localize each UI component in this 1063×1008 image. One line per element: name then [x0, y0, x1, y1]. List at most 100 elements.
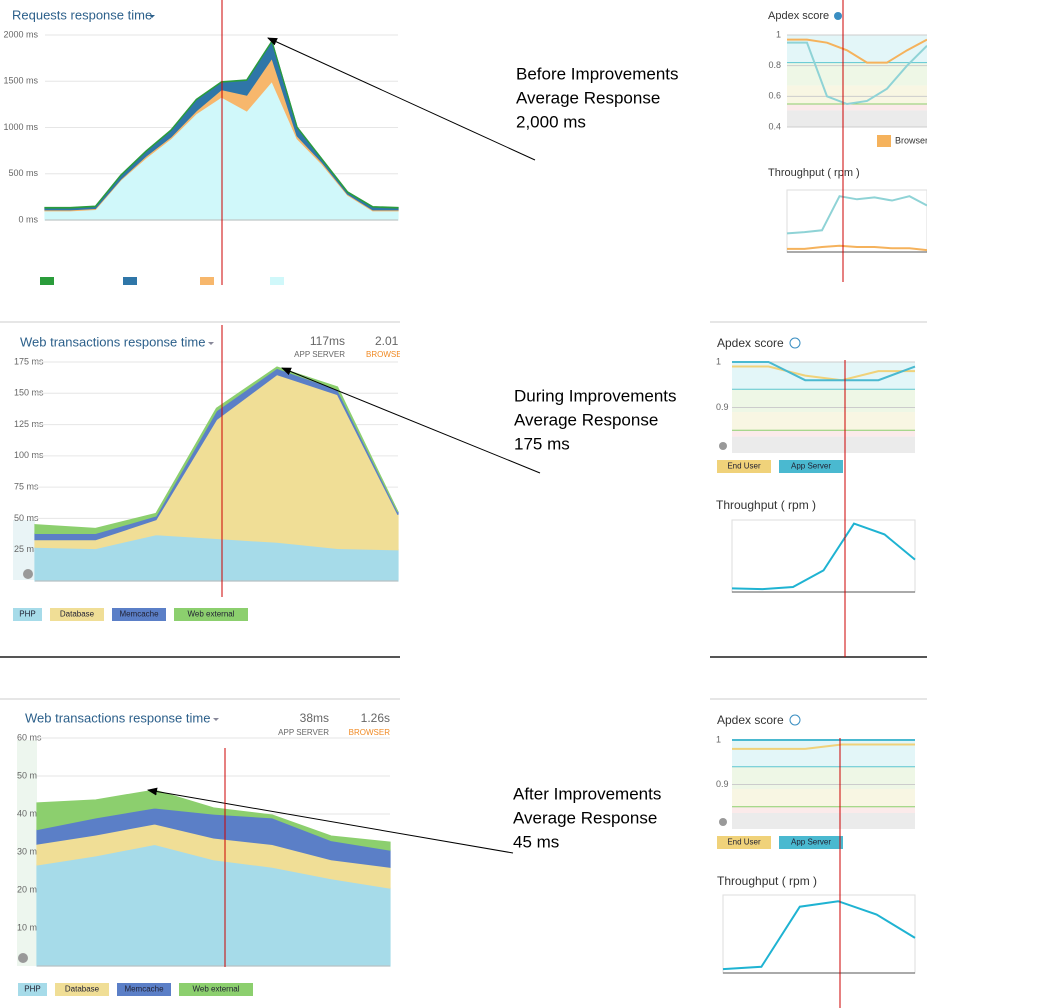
legend-label: Browser — [895, 135, 928, 145]
annotation-arrow — [281, 367, 541, 474]
y-tick-label: 2000 ms — [3, 29, 38, 39]
y-tick-label: 1 — [716, 734, 721, 744]
requests-panel: Requests response time 0 ms 500 ms 1000 ms… — [3, 7, 399, 285]
help-icon — [789, 714, 801, 726]
dropdown-caret — [149, 15, 155, 18]
annotations: Before Improvements Average Response 2,0… — [147, 37, 679, 854]
chart-title: Web transactions response time — [20, 334, 205, 349]
line-series — [787, 244, 927, 252]
during-panel: Web transactions response time 117ms APP… — [13, 334, 408, 621]
chart-title: Requests response time — [12, 7, 152, 22]
y-tick-label: 50 m — [17, 770, 37, 780]
area-series — [44, 39, 399, 209]
browser-value: 1.26s — [361, 711, 390, 725]
y-tick-label: 20 m — [17, 884, 37, 894]
legend-item — [112, 608, 166, 621]
legend-label: App Server — [791, 462, 831, 471]
annotation: During Improvements — [514, 386, 677, 405]
chart-title: Web transactions response time — [25, 710, 210, 725]
eye-icon — [23, 569, 33, 579]
browser-label: BROWSER — [366, 350, 408, 359]
annotation-arrow — [147, 787, 514, 854]
legend-label: End User — [727, 838, 761, 847]
y-tick-label: 100 ms — [14, 450, 44, 460]
line-series — [787, 41, 927, 106]
annotation: Average Response — [513, 808, 657, 827]
legend-label: PHP — [24, 985, 40, 994]
apdex-band — [732, 806, 915, 813]
cropped-area — [13, 520, 35, 580]
legend-label: Web external — [193, 985, 240, 994]
chart-title: Apdex score — [717, 336, 784, 350]
chart-title: Apdex score — [768, 10, 829, 22]
apdex-band — [732, 766, 915, 789]
legend-item — [18, 983, 47, 996]
legend-item — [13, 608, 42, 621]
legend-swatch — [270, 277, 284, 285]
after-panel: Web transactions response time 38ms APP … — [17, 710, 391, 996]
apdex-band — [732, 812, 915, 829]
y-tick-label: 50 ms — [14, 513, 39, 523]
help-icon — [789, 337, 801, 349]
dropdown-caret — [208, 342, 214, 345]
plot-frame — [731, 519, 916, 593]
annotation: Average Response — [514, 410, 658, 429]
y-tick-label: 60 ms — [17, 732, 42, 742]
y-tick-label: 1500 ms — [3, 76, 38, 86]
legend-item — [117, 983, 171, 996]
cropped-area — [17, 740, 37, 966]
line-series — [722, 900, 916, 971]
legend-label: Database — [60, 610, 95, 619]
legend-item — [50, 608, 104, 621]
throughput-panel-c: Throughput ( rpm ) — [717, 874, 916, 974]
apdex-band — [732, 389, 915, 413]
line-series — [732, 361, 916, 382]
legend-label: App Server — [791, 838, 831, 847]
y-tick-label: 0.8 — [768, 60, 781, 70]
throughput-panel-b: Throughput ( rpm ) — [716, 498, 916, 593]
legend-swatch — [40, 277, 54, 285]
app-server-label: APP SERVER — [278, 728, 329, 737]
legend-label: Memcache — [124, 985, 164, 994]
apdex-band — [787, 62, 927, 86]
y-tick-label: 0.9 — [716, 402, 729, 412]
legend-item — [779, 460, 843, 473]
line-series — [787, 38, 927, 64]
legend-item — [174, 608, 248, 621]
eye-icon — [719, 818, 727, 826]
legend-label: PHP — [19, 610, 35, 619]
y-tick-label: 1 — [716, 356, 721, 366]
legend-swatch — [877, 135, 891, 147]
apdex-band — [732, 436, 915, 453]
y-tick-label: 0 ms — [18, 214, 38, 224]
y-tick-label: 1000 ms — [3, 122, 38, 132]
annotation: Average Response — [516, 88, 660, 107]
chart-title: Apdex score — [717, 713, 784, 727]
app-server-value: 117ms — [310, 334, 345, 348]
separators — [0, 321, 927, 700]
legend-item — [779, 836, 843, 849]
chart-title: Throughput ( rpm ) — [716, 498, 816, 512]
chart-title: Throughput ( rpm ) — [717, 874, 817, 888]
apdex-band — [787, 104, 927, 111]
y-tick-label: 30 m — [17, 846, 37, 856]
legend-label: End User — [727, 462, 761, 471]
app-server-value: 38ms — [300, 711, 329, 725]
y-tick-label: 175 ms — [14, 356, 44, 366]
y-tick-label: 500 ms — [8, 168, 38, 178]
apdex-band — [732, 788, 915, 807]
plot-frame — [722, 894, 916, 974]
annotation: Before Improvements — [516, 64, 679, 83]
browser-label: BROWSER — [349, 728, 391, 737]
apdex-band — [787, 85, 927, 104]
dropdown-caret — [213, 718, 219, 721]
annotation-arrow — [267, 37, 536, 161]
annotation: 2,000 ms — [516, 112, 586, 131]
help-icon — [834, 12, 842, 20]
line-series — [731, 522, 916, 591]
y-tick-label: 40 m — [17, 808, 37, 818]
y-tick-label: 0.6 — [768, 91, 781, 101]
eye-icon — [18, 953, 28, 963]
apdex-band — [787, 110, 927, 127]
